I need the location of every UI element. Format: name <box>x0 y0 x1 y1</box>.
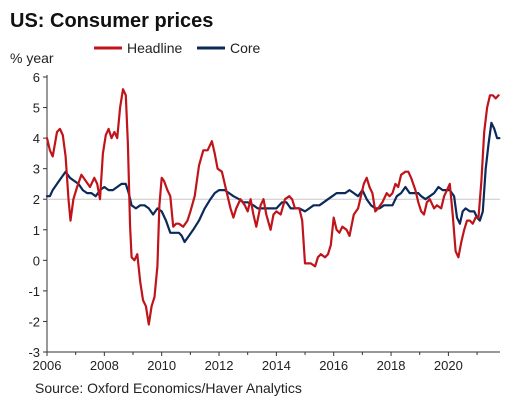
series-group <box>45 88 501 326</box>
legend-label-headline: Headline <box>127 40 182 56</box>
x-tick-label: 2016 <box>319 358 348 373</box>
x-tick-label: 2010 <box>147 358 176 373</box>
y-tick-label: 0 <box>33 253 40 268</box>
y-tick-label: 3 <box>33 162 40 177</box>
x-tick-label: 2008 <box>90 358 119 373</box>
y-tick-label: 5 <box>33 101 40 116</box>
x-tick-label: 2012 <box>205 358 234 373</box>
series-line-headline <box>45 88 500 326</box>
y-tick-label: 1 <box>33 223 40 238</box>
series-line-core <box>45 121 501 244</box>
legend-label-core: Core <box>230 40 261 56</box>
y-axis: -3 -2 -1 0 1 2 3 4 5 6 <box>28 70 48 360</box>
source-note: Source: Oxford Economics/Haver Analytics <box>35 380 302 396</box>
y-tick-label: 6 <box>33 70 40 85</box>
y-tick-label: -1 <box>28 284 40 299</box>
y-tick-label: -3 <box>28 345 40 360</box>
x-tick-label: 2006 <box>33 358 62 373</box>
legend: Headline Core <box>94 40 261 56</box>
x-axis: 2006 2008 2010 2012 2014 2016 2018 2020 <box>33 351 500 373</box>
y-tick-label: 4 <box>33 131 40 146</box>
y-tick-label: 2 <box>33 192 40 207</box>
x-tick-label: 2018 <box>377 358 406 373</box>
y-tick-label: -2 <box>28 314 40 329</box>
y-axis-unit-label: % year <box>10 50 54 66</box>
chart-title: US: Consumer prices <box>10 10 213 32</box>
x-tick-label: 2014 <box>262 358 291 373</box>
x-tick-label: 2020 <box>434 358 463 373</box>
